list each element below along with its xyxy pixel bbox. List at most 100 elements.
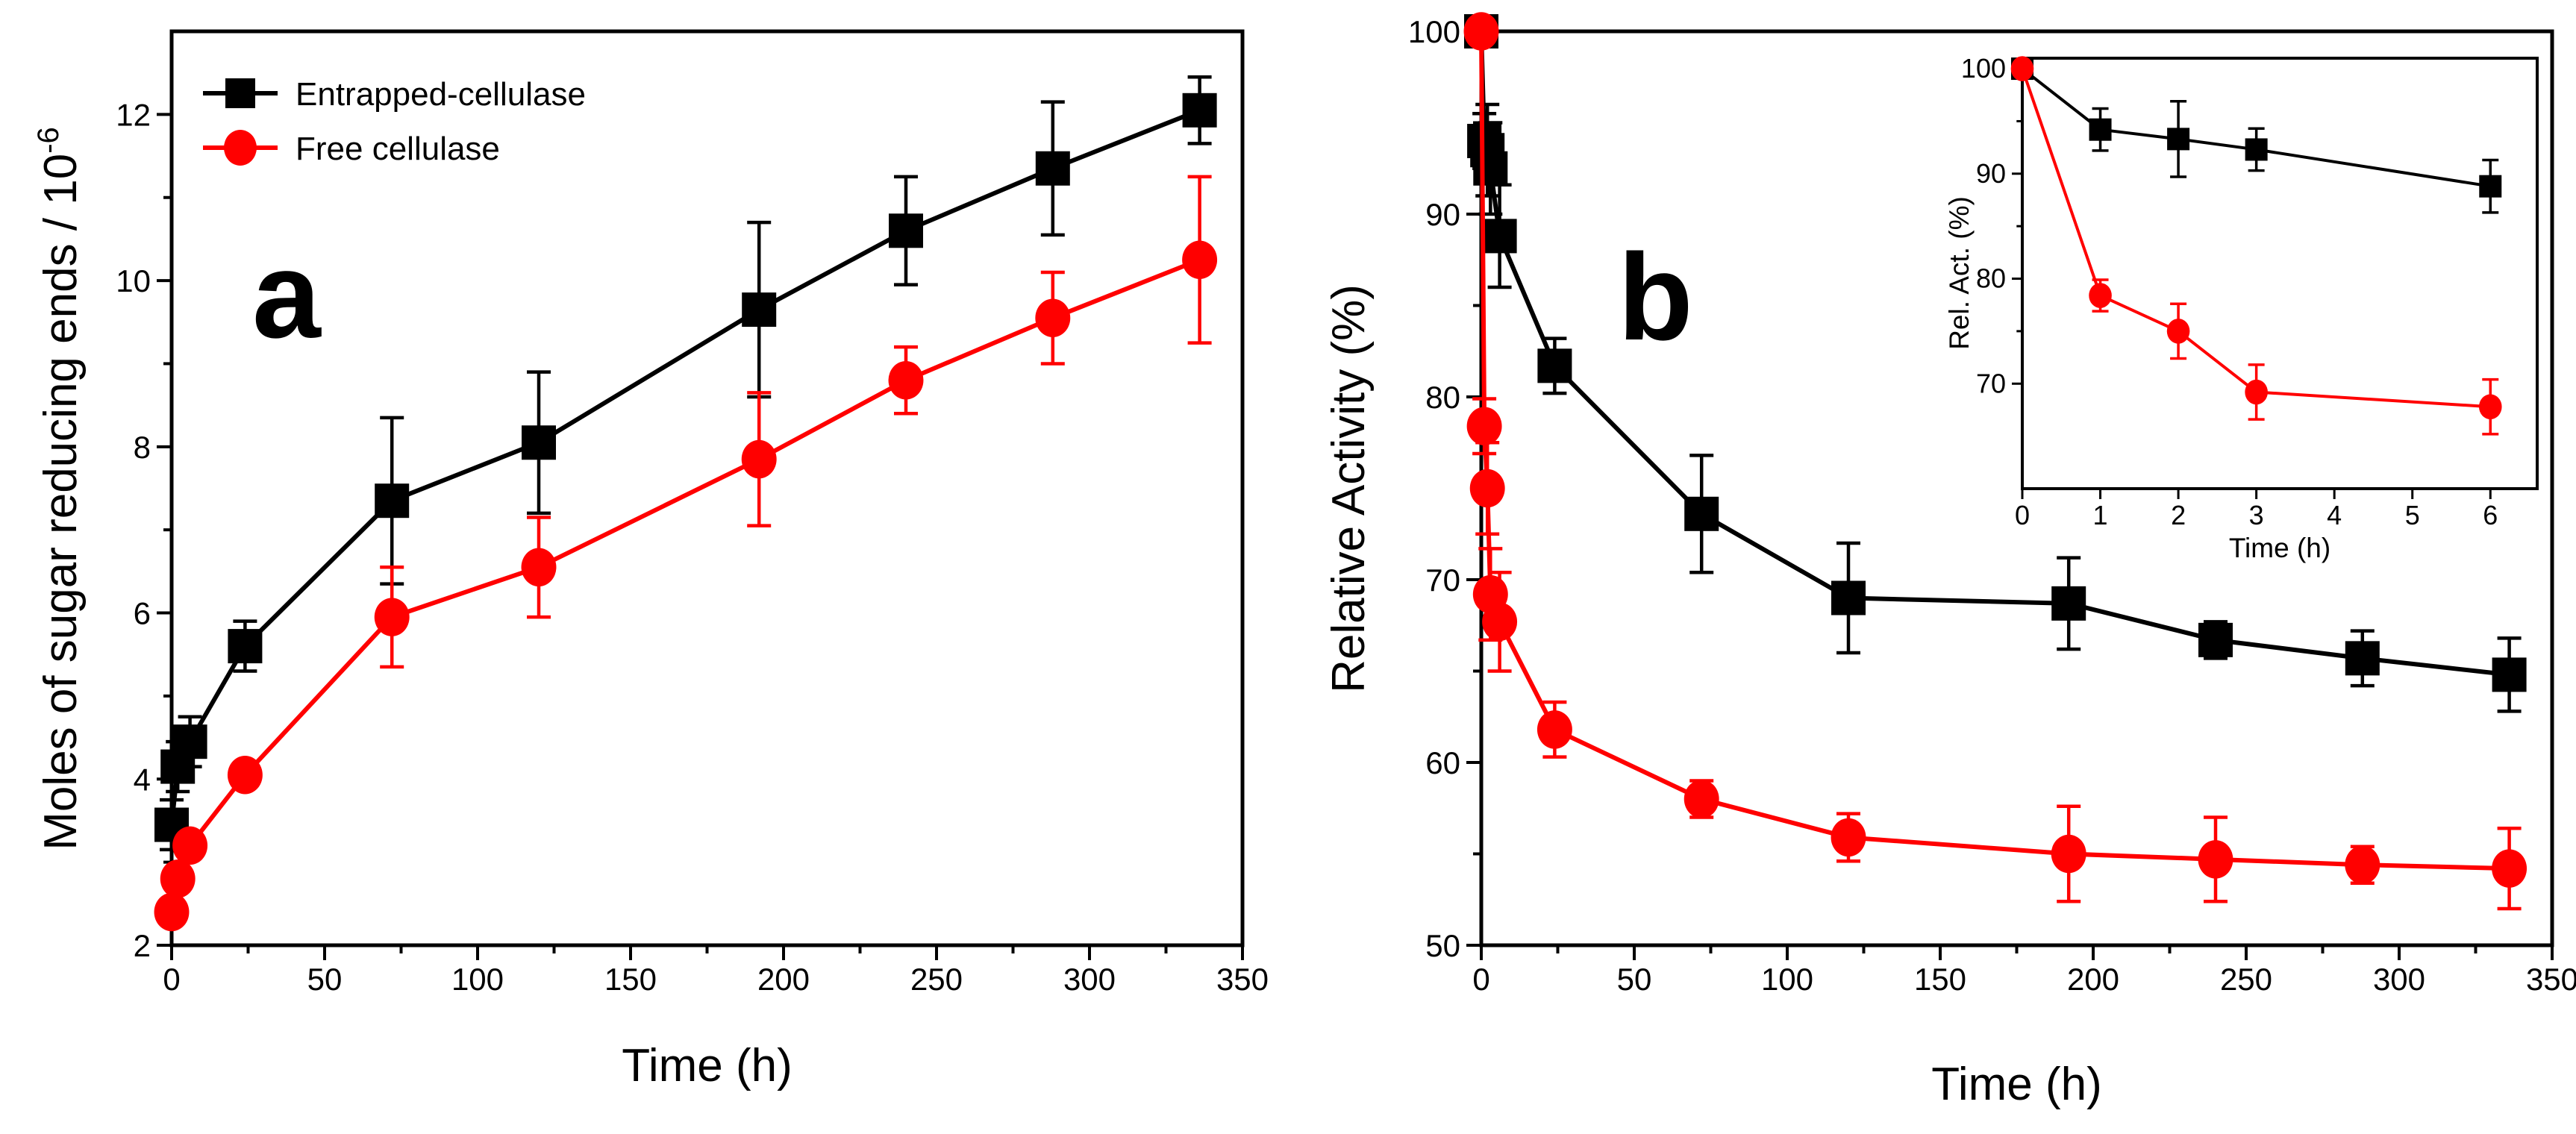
panel-a-free-data-point [154, 892, 190, 932]
panel-a-x-tick-label: 0 [163, 962, 180, 997]
panel-a-entrapped-data-point [889, 213, 923, 248]
panel-a-x-tick-label: 250 [910, 962, 963, 997]
panel-a-entrapped-data-point [1182, 93, 1217, 128]
inset-x-tick-label: 1 [2093, 500, 2108, 530]
panel-a-free-data-point [1182, 240, 1218, 280]
panel-a-y-axis-label-exponent: -6 [32, 127, 65, 154]
panel-b-x-tick-label: 0 [1472, 962, 1489, 997]
inset-entrapped-data-point [2245, 138, 2268, 161]
panel-a-y-tick-label: 10 [116, 263, 151, 298]
panel-a-y-axis-label: Moles of sugar reducing ends / 10-6 [32, 127, 87, 850]
legend: Entrapped-cellulase Free cellulase [203, 76, 586, 167]
panel-a-y-axis-label-text: Moles of sugar reducing ends / 10 [35, 154, 87, 850]
panel-a-entrapped-series-line [169, 108, 1201, 825]
inset-entrapped-data-point [2167, 128, 2190, 151]
panel-b-entrapped-data-point [2492, 657, 2527, 692]
legend-label: Entrapped-cellulase [296, 76, 586, 113]
inset-free-data-point [2089, 283, 2112, 308]
panel-b-x-tick-label: 200 [2067, 962, 2119, 997]
panel-b-free-data-point [1536, 710, 1572, 749]
panel-a-y-tick-label: 4 [134, 762, 151, 797]
panel-b-entrapped-data-point [2345, 641, 2380, 676]
panel-b-y-tick-label: 70 [1425, 563, 1460, 598]
inset-free-data-point [2245, 379, 2268, 405]
panel-a-entrapped-data-point [172, 724, 207, 759]
panel-a-y-tick-label: 6 [134, 596, 151, 631]
inset-entrapped-data-point [2479, 175, 2502, 198]
panel-a-x-tick-label: 50 [307, 962, 343, 997]
inset-free-data-point [2478, 394, 2502, 420]
panel-a-x-tick-label: 200 [757, 962, 810, 997]
panel-a-free-data-point [172, 826, 208, 865]
panel-a-free-data-point [1035, 298, 1071, 337]
inset-y-tick-label: 90 [1976, 158, 2006, 189]
panel-b-free-data-point [2198, 840, 2233, 879]
panel-a-entrapped-data-point [742, 292, 777, 328]
panel-a-x-tick-label: 150 [604, 962, 657, 997]
panel-b-entrapped-data-point [1473, 151, 1508, 186]
panel-b-y-tick-label: 60 [1425, 745, 1460, 780]
panel-a-entrapped-data-point [375, 483, 410, 519]
inset-entrapped-data-point [2089, 118, 2112, 141]
panel-b-free-data-point [1469, 469, 1505, 508]
inset-x-axis-label: Time (h) [2229, 533, 2330, 563]
panel-b-free-data-point [1684, 780, 1719, 818]
panel-a-plot-frame [169, 29, 1245, 947]
panel-a-letter: a [252, 226, 322, 363]
panel-b-free-data-point [2492, 849, 2527, 888]
panel-a-free-data-point [521, 548, 557, 587]
panel-b-entrapped-data-point [1537, 348, 1572, 383]
panel-b-free-data-point [2051, 834, 2086, 874]
panel-a-free-data-point [227, 755, 263, 795]
panel-b-free-data-point [1831, 818, 1866, 857]
inset-x-tick-label: 3 [2249, 500, 2264, 530]
panel-b-x-tick-label: 250 [2220, 962, 2272, 997]
panel-a-y-tick-label: 12 [116, 97, 151, 132]
panel-b-y-tick-label: 50 [1425, 928, 1460, 963]
legend-swatch-marker [225, 78, 255, 108]
panel-a-free-series-line [169, 257, 1201, 912]
panel-a-x-tick-label: 300 [1063, 962, 1116, 997]
inset-x-tick-label: 2 [2171, 500, 2186, 530]
panel-b-letter: b [1618, 228, 1693, 366]
inset-free-data-point [2166, 319, 2190, 344]
panel-a-y-tick-label: 2 [134, 928, 151, 963]
panel-b-y-axis-label: Relative Activity (%) [1323, 284, 1375, 693]
panel-a-y-tick-label: 8 [134, 430, 151, 465]
panel-a-free-data-point [160, 859, 196, 898]
panel-a-entrapped-data-point [228, 629, 263, 664]
panel-a-free-data-point [374, 598, 410, 636]
inset-chart: 0 1 2 3 4 5 6 70 80 90 100 Time (h) Rel. Act. (%) [1944, 53, 2539, 563]
panel-a-chart: 0 50 100 150 200 250 300 350 2 4 6 8 10 12 Time (h) Mol… [32, 29, 1269, 1091]
inset-x-tick-label: 5 [2405, 500, 2420, 530]
panel-b-x-tick-label: 50 [1617, 962, 1652, 997]
inset-x-tick-label: 0 [2015, 500, 2030, 530]
panel-b-x-tick-label: 100 [1761, 962, 1813, 997]
panel-a-free-data-point [741, 439, 777, 479]
panel-a-x-axis-label: Time (h) [622, 1040, 792, 1091]
panel-b-x-tick-label: 300 [2373, 962, 2425, 997]
panel-a-x-tick-label: 350 [1216, 962, 1269, 997]
panel-b-entrapped-data-point [1831, 580, 1866, 615]
legend-label: Free cellulase [296, 131, 500, 167]
panel-b-entrapped-data-point [2051, 586, 2086, 621]
panel-b-free-data-point [2345, 845, 2380, 884]
panel-b-x-tick-label: 150 [1914, 962, 1966, 997]
panel-b-y-tick-label: 90 [1425, 197, 1460, 232]
panel-b-entrapped-data-point [1482, 219, 1517, 254]
panel-a-entrapped-data-point [1035, 151, 1070, 186]
panel-b-y-tick-label: 100 [1408, 14, 1460, 49]
panel-b-free-data-point [1466, 407, 1502, 445]
panel-a-entrapped-data-point [522, 425, 556, 460]
inset-free-data-point [2010, 56, 2034, 81]
panel-b-x-tick-label: 350 [2526, 962, 2576, 997]
inset-y-tick-label: 100 [1961, 53, 2006, 84]
panel-b-entrapped-data-point [1684, 496, 1719, 531]
panel-b-entrapped-data-point [2198, 622, 2233, 657]
inset-y-axis-label: Rel. Act. (%) [1944, 196, 1975, 350]
inset-x-tick-label: 6 [2483, 500, 2498, 530]
inset-y-tick-label: 70 [1976, 368, 2006, 398]
panel-a-x-tick-label: 100 [451, 962, 504, 997]
